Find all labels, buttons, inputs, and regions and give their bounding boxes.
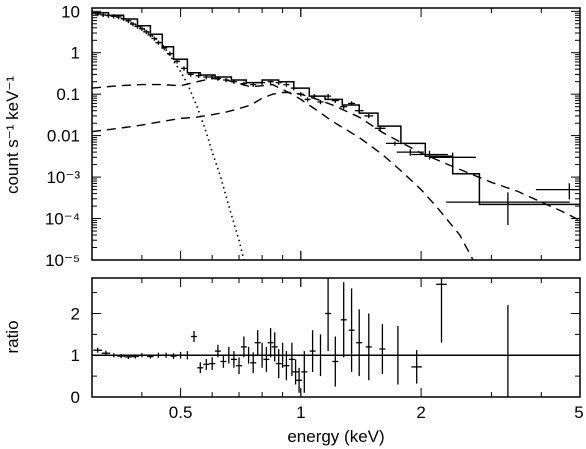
spectrum-data-point (283, 82, 290, 87)
top-y-tick-label: 0.01 (47, 127, 80, 146)
spectrum-data-point (374, 126, 386, 131)
spectrum-data-point (317, 99, 324, 105)
ratio-data-point (271, 332, 278, 362)
ratio-data-point (131, 354, 139, 359)
bottom-panel: 0 1 2 0.5 1 2 5 ratio energy (keV) (3, 277, 584, 446)
ratio-data-point (394, 326, 401, 385)
bottom-y-tick-label: 0 (71, 388, 80, 407)
bottom-plot-frame (91, 277, 581, 398)
ratio-data-point (225, 346, 232, 364)
ratio-data-point (263, 346, 270, 372)
x-tick-label: 1 (296, 403, 305, 422)
ratio-data-point (340, 282, 347, 358)
spectrum-data-point (181, 66, 187, 71)
spectrum-data-point (411, 150, 448, 160)
top-y-tick-label: 1 (71, 44, 80, 63)
spectrum-data-point (174, 59, 181, 64)
ratio-data-point (379, 323, 386, 374)
spectrum-data-point (166, 51, 173, 56)
ratio-data-point (288, 342, 295, 377)
ratio-data-point (245, 346, 252, 364)
ratio-data-point (332, 336, 339, 387)
ratio-data-point (155, 352, 162, 358)
spectrum-data-point (446, 192, 570, 225)
spectrum-data-point (364, 113, 374, 119)
top-y-tick-label: 10⁻⁵ (45, 251, 80, 270)
ratio-data-point (317, 334, 324, 377)
ratio-data-point (197, 362, 204, 374)
spectrum-data-point (535, 183, 580, 200)
ratio-data-point (163, 352, 170, 358)
top-panel: 10 1 0.1 0.01 10⁻³ 10⁻⁴ 10⁻⁵ count s⁻¹ keV⁻¹ (3, 2, 581, 270)
ratio-data-point (365, 313, 372, 381)
ratio-data-point (411, 350, 422, 384)
ratio-data-point (147, 354, 154, 359)
ratio-data-point (250, 352, 257, 374)
ratio-data-point (348, 288, 355, 372)
ratio-data-point (283, 351, 290, 381)
dashed-component-2 (92, 91, 580, 222)
ratio-data-point (356, 309, 363, 377)
ratio-data-point (93, 347, 103, 353)
ratio-data-point (138, 353, 146, 358)
top-plot-frame (91, 7, 581, 261)
ratio-data-point (124, 354, 133, 359)
total-model-histogram (92, 12, 580, 206)
spectrum-data-point (130, 22, 136, 27)
top-y-tick-label: 10⁻³ (46, 168, 80, 187)
bottom-y-tick-label: 1 (71, 346, 80, 365)
x-tick-label: 5 (574, 403, 583, 422)
ratio-data-point (236, 357, 242, 374)
ratio-data-point (214, 344, 221, 358)
top-y-axis-title: count s⁻¹ keV⁻¹ (3, 76, 22, 194)
ratio-data-point (301, 351, 308, 393)
ratio-data-point (230, 351, 237, 368)
top-y-tick-label: 10 (61, 2, 80, 21)
ratio-data-point (191, 331, 197, 342)
bottom-y-tick-label: 2 (71, 305, 80, 324)
top-y-tick-label: 10⁻⁴ (45, 210, 80, 229)
ratio-data-point (203, 359, 210, 370)
ratio-data-point (209, 357, 216, 370)
dotted-model-component (92, 12, 245, 260)
ratio-data-point (309, 330, 316, 372)
bottom-y-axis-title: ratio (3, 320, 22, 353)
ratio-data-point (220, 355, 227, 368)
ratio-data-point (184, 351, 191, 360)
ratio-data-point (296, 367, 303, 393)
ratio-data-point (109, 353, 118, 358)
spectrum-data-point (138, 26, 145, 31)
x-axis-title: energy (keV) (287, 427, 384, 446)
ratio-data-point (117, 354, 126, 359)
x-tick-label: 2 (416, 403, 425, 422)
spectrum-data-point (325, 94, 332, 99)
dashed-component-1 (92, 77, 474, 260)
spectrum-data-point (304, 97, 311, 102)
ratio-data-point (267, 328, 274, 358)
ratio-data-point (254, 330, 261, 356)
ratio-data-point (436, 278, 447, 343)
spectrum-data-point (143, 29, 150, 35)
ratio-data-point (240, 336, 247, 358)
ratio-data-point (101, 350, 111, 356)
top-y-tick-label: 0.1 (56, 85, 80, 104)
x-tick-label: 0.5 (169, 403, 193, 422)
ratio-data-point (177, 351, 184, 359)
ratio-data-point (279, 342, 286, 368)
ratio-data-point (275, 349, 282, 379)
ratio-data-point (292, 359, 299, 385)
ratio-data-point (170, 353, 177, 359)
ratio-data-point (259, 342, 266, 368)
ratio-data-point (325, 278, 332, 352)
